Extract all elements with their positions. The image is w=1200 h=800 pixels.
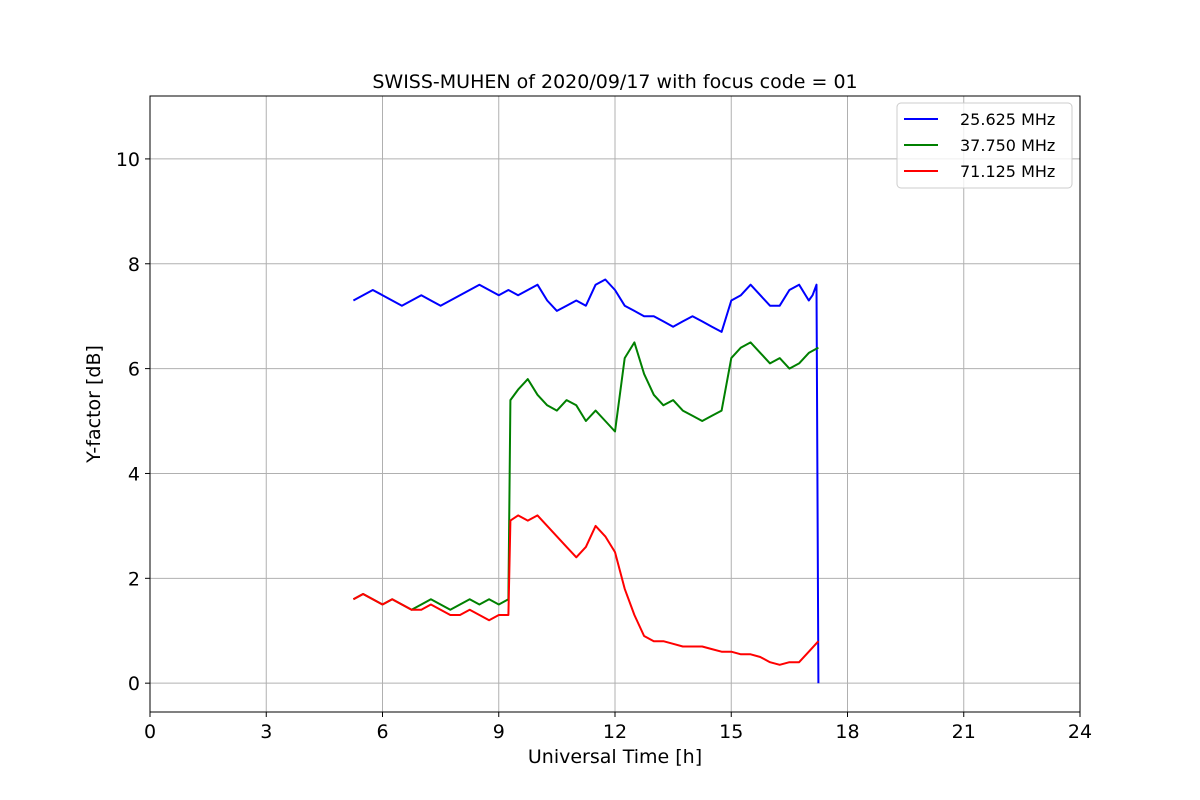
y-tick-label: 4 xyxy=(128,463,140,485)
chart-title: SWISS-MUHEN of 2020/09/17 with focus cod… xyxy=(372,71,857,93)
series-line-1 xyxy=(352,278,820,684)
legend-label-1: 25.625 MHz xyxy=(960,110,1055,129)
x-tick-label: 24 xyxy=(1068,721,1092,743)
y-axis-ticks: 0 2 4 6 8 10 xyxy=(116,149,150,695)
series-line-2 xyxy=(352,341,819,611)
x-tick-label: 12 xyxy=(603,721,627,743)
y-tick-label: 6 xyxy=(128,359,140,381)
x-tick-label: 0 xyxy=(144,721,156,743)
legend: 25.625 MHz 37.750 MHz 71.125 MHz xyxy=(896,102,1073,189)
legend-box xyxy=(896,102,1073,189)
x-tick-label: 6 xyxy=(376,721,388,743)
y-tick-label: 0 xyxy=(128,673,140,695)
x-tick-label: 18 xyxy=(835,721,859,743)
x-tick-label: 21 xyxy=(952,721,976,743)
series-layer xyxy=(352,278,820,684)
x-tick-label: 9 xyxy=(493,721,505,743)
x-tick-label: 15 xyxy=(719,721,743,743)
series-line-3 xyxy=(352,514,820,666)
y-axis-label: Y-factor [dB] xyxy=(83,345,105,464)
x-tick-label: 3 xyxy=(260,721,272,743)
x-axis-label: Universal Time [h] xyxy=(528,746,702,768)
y-tick-label: 2 xyxy=(128,568,140,590)
legend-label-2: 37.750 MHz xyxy=(960,136,1055,155)
x-axis-ticks: 0 3 6 9 12 15 18 21 24 xyxy=(144,712,1092,743)
y-tick-label: 10 xyxy=(116,149,140,171)
legend-label-3: 71.125 MHz xyxy=(960,162,1055,181)
y-tick-label: 8 xyxy=(128,254,140,276)
